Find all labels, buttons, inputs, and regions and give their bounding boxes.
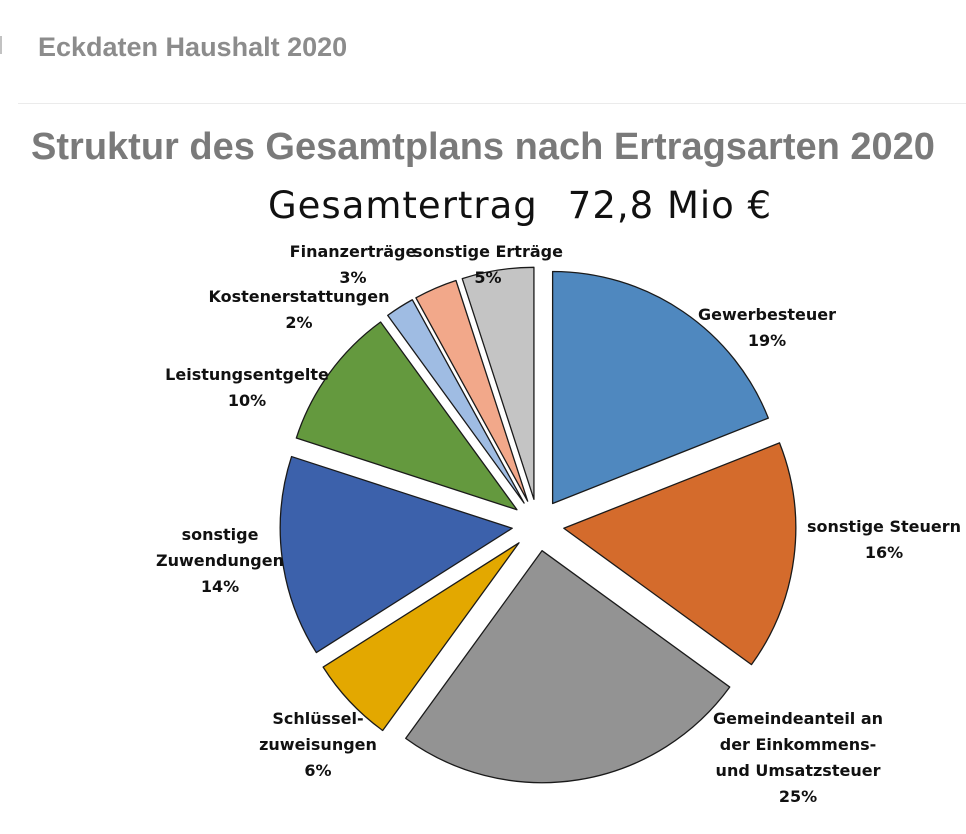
slice-label: Schlüssel-zuweisungen 6% xyxy=(259,709,377,780)
slide-title: Eckdaten Haushalt 2020 xyxy=(38,32,348,62)
slice-label: sonstige Steuern 16% xyxy=(807,517,961,562)
subtitle-label: Gesamtertrag xyxy=(268,184,538,227)
slice-label: Kostenerstattungen 2% xyxy=(208,287,389,332)
slice-label: Gewerbesteuer 19% xyxy=(698,305,836,350)
slice-label: sonstige Zuwendungen 14% xyxy=(156,525,284,596)
pie-slice xyxy=(295,321,518,511)
slide-header: Eckdaten Haushalt 2020 xyxy=(0,0,966,104)
slice-label: Gemeindeanteil an der Einkommens-und Umsa… xyxy=(713,709,883,806)
header-edge-mark xyxy=(0,36,6,54)
pie-slice xyxy=(551,270,769,505)
header-divider xyxy=(18,103,966,104)
pie-slice xyxy=(279,455,513,654)
pie-slice xyxy=(415,279,529,502)
pie-slice xyxy=(405,550,731,784)
pie-slice xyxy=(461,266,535,500)
pie-slice xyxy=(563,442,797,666)
pie-slice xyxy=(322,542,520,732)
chart-title: Struktur des Gesamtplans nach Ertragsart… xyxy=(31,126,935,168)
subtitle-value: 72,8 Mio € xyxy=(567,184,773,227)
slice-label: Finanzerträge 3% xyxy=(290,242,417,287)
pie-slice xyxy=(387,299,525,504)
slice-label: sonstige Erträge 5% xyxy=(413,242,563,287)
slice-label: Leistungsentgelte 10% xyxy=(165,365,329,410)
chart-subtitle: Gesamtertrag 72,8 Mio € xyxy=(268,184,772,227)
